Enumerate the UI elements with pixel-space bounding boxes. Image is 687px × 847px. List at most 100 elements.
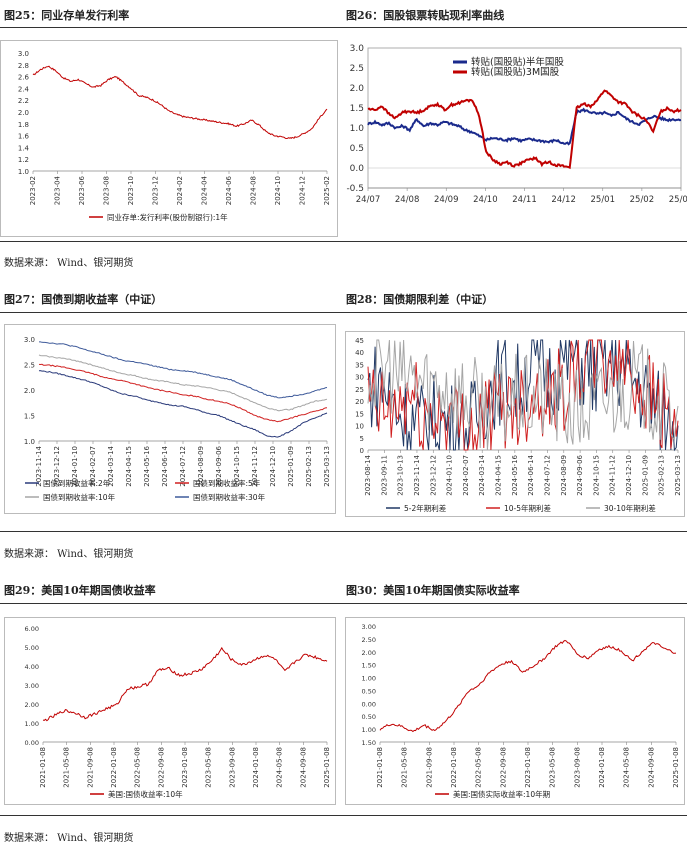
x-tick-label: 2025-03-13 xyxy=(323,446,331,487)
x-tick-label: 2025-01-08 xyxy=(323,747,331,788)
x-tick-label: 2024-06 xyxy=(225,175,233,205)
legend-label-1: 美国:国债收益率:10年 xyxy=(108,789,183,799)
series-line-4 xyxy=(39,341,328,399)
y-tick-label: 2.0 xyxy=(350,84,365,94)
series-line-1 xyxy=(42,646,328,722)
y-tick-label: 2.4 xyxy=(18,85,30,93)
data-source-row3: 数据来源： Wind、银河期货 xyxy=(4,833,134,844)
y-tick-label: 40 xyxy=(355,349,364,357)
x-tick-label: 2022-09-08 xyxy=(499,747,507,788)
row1-divider xyxy=(0,241,687,242)
legend-label-1: 国债到期收益率:2年 xyxy=(43,478,111,488)
x-tick-label: 2025-01-09 xyxy=(287,446,295,487)
y-tick-label: 2.00 xyxy=(362,649,376,657)
x-tick-label: 2024-09-08 xyxy=(647,747,655,788)
x-tick-label: 2024-06-14 xyxy=(527,454,535,495)
series-line-2 xyxy=(367,339,679,451)
y-tick-label: -0.5 xyxy=(346,184,364,194)
x-tick-label: 2024-07-12 xyxy=(543,455,551,496)
x-tick-label: 2025-02 xyxy=(323,176,331,205)
x-tick-label: 2025-01-08 xyxy=(672,747,680,788)
chart27-title: 图27：国债到期收益率（中证） xyxy=(4,293,163,306)
x-tick-label: 2024-05-16 xyxy=(511,454,519,495)
series-line-2 xyxy=(367,89,682,170)
legend-label-1: 美国:国债实际收益率:10年期 xyxy=(453,789,550,799)
x-tick-label: 2024-12-10 xyxy=(269,446,277,487)
x-tick-label: 2023-09-08 xyxy=(573,747,581,788)
x-tick-label: 2024-01-10 xyxy=(71,446,79,487)
legend-label-3: 国债到期收益率:10年 xyxy=(43,492,116,502)
x-tick-label: 2024-11-12 xyxy=(251,446,259,487)
x-tick-label: 2022-05-08 xyxy=(475,747,483,788)
x-tick-label: 2023-10 xyxy=(127,176,135,205)
x-tick-label: 25/02 xyxy=(630,195,655,205)
x-tick-label: 2023-12-12 xyxy=(53,446,61,487)
legend-label-1: 转贴(国股贴)半年国股 xyxy=(471,56,564,68)
x-tick-label: 2024-12 xyxy=(299,176,307,205)
x-tick-label: 24/12 xyxy=(551,195,576,205)
y-tick-label: 4.00 xyxy=(25,663,39,671)
y-tick-label: 2.2 xyxy=(18,97,29,105)
chart29-panel: 0.00 1.00 2.00 3.00 4.00 5.00 6.00 2021-01-08 20… xyxy=(4,617,336,805)
chart28-title: 图28：国债期限利差（中证） xyxy=(346,293,494,306)
top-divider xyxy=(0,27,687,28)
x-tick-label: 2024-04 xyxy=(201,175,209,205)
chart26-svg: -0.5 0.0 0.5 1.0 1.5 2.0 2.5 3.0 24/07 24/08 24/09… xyxy=(346,44,687,205)
legend-label-2: 转贴(国股贴)3M国股 xyxy=(471,66,560,78)
y-tick-label: 1.6 xyxy=(18,133,30,141)
x-tick-label: 2024-04-15 xyxy=(125,446,133,487)
y-tick-label: 1.0 xyxy=(24,438,35,446)
legend-label-4: 国债到期收益率:30年 xyxy=(193,492,266,502)
y-tick-label: 0 xyxy=(360,447,364,455)
y-tick-label: 3.0 xyxy=(24,336,35,344)
x-tick-label: 2023-05-08 xyxy=(549,747,557,788)
y-tick-label: 2.8 xyxy=(18,62,29,70)
x-tick-label: 2023-06 xyxy=(78,175,86,205)
x-tick-label: 2024-09-08 xyxy=(299,747,307,788)
y-tick-label: 1.2 xyxy=(18,156,29,164)
x-tick-label: 2024-05-08 xyxy=(623,747,631,788)
chart25-title: 图25：同业存单发行利率 xyxy=(4,9,130,22)
series-line-1 xyxy=(38,370,328,438)
x-tick-label: 2024-10 xyxy=(274,176,282,205)
series-line-1 xyxy=(379,639,677,733)
y-tick-label: 1.00 xyxy=(25,720,39,728)
x-tick-label: 2023-01-08 xyxy=(181,747,189,788)
series-line-3 xyxy=(38,354,328,412)
x-tick-label: 2023-09-11 xyxy=(380,455,388,496)
legend-label-1: 5-2年期利差 xyxy=(404,503,447,513)
x-tick-label: 2023-01-08 xyxy=(524,747,532,788)
x-tick-label: 2024-12-10 xyxy=(625,455,633,496)
row3-divider xyxy=(0,815,687,816)
y-tick-label: 0.00 xyxy=(362,700,376,708)
y-tick-label: 5.00 xyxy=(25,644,39,652)
y-tick-label: 2.6 xyxy=(18,74,30,82)
chart28-svg: 0 5 10 15 20 25 30 35 40 45 2023-08-14 2023-09-11 20… xyxy=(355,337,682,513)
data-source-row2: 数据来源： Wind、银河期货 xyxy=(4,549,134,560)
row3-top-divider xyxy=(0,603,687,604)
x-tick-label: 2023-11-14 xyxy=(413,454,421,495)
x-tick-label: 2024-05-16 xyxy=(143,445,151,486)
x-tick-label: 2021-05-08 xyxy=(401,747,409,788)
y-tick-label: 3.00 xyxy=(25,682,39,690)
y-tick-label: 0.00 xyxy=(25,739,39,747)
y-tick-label: 0.50 xyxy=(362,687,376,695)
chart25-svg: 1.0 1.2 1.4 1.6 1.8 2.0 2.2 2.4 2.6 2.8 3.0 2023-02… xyxy=(18,50,331,222)
y-tick-label: 2.0 xyxy=(18,109,29,117)
row2-top-divider xyxy=(0,312,687,313)
x-tick-label: 2024-10-15 xyxy=(592,455,600,496)
x-tick-label: 2021-05-08 xyxy=(63,747,71,788)
x-tick-label: 2023-08-14 xyxy=(364,454,372,495)
y-tick-label: 0.50 xyxy=(362,713,376,721)
y-tick-label: 1.5 xyxy=(350,104,364,114)
x-tick-label: 2024-09-06 xyxy=(576,454,584,495)
y-tick-label: 0.0 xyxy=(350,164,365,174)
x-tick-label: 2023-04 xyxy=(54,175,62,205)
x-tick-label: 2024-03-14 xyxy=(478,454,486,495)
y-tick-label: 3.0 xyxy=(350,44,365,54)
y-tick-label: 1.5 xyxy=(24,413,35,421)
x-tick-label: 2021-01-08 xyxy=(39,747,47,788)
y-tick-label: 1.50 xyxy=(362,739,376,747)
y-tick-label: 1.50 xyxy=(362,662,376,670)
x-tick-label: 24/08 xyxy=(395,195,420,205)
